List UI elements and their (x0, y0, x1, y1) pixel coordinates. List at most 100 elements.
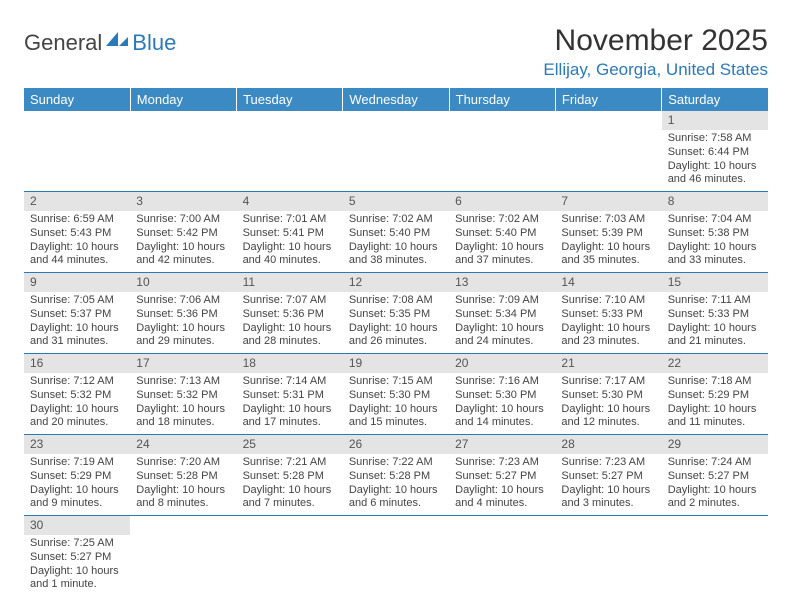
sunset-text: Sunset: 5:28 PM (243, 470, 337, 484)
calendar-week-row: 9Sunrise: 7:05 AMSunset: 5:37 PMDaylight… (24, 273, 768, 354)
logo-text-general: General (24, 30, 102, 56)
calendar-day-cell (237, 516, 343, 597)
day-content: Sunrise: 7:13 AMSunset: 5:32 PMDaylight:… (130, 373, 236, 434)
daylight-text: Daylight: 10 hours and 44 minutes. (30, 241, 124, 269)
sunrise-text: Sunrise: 7:25 AM (30, 537, 124, 551)
daylight-text: Daylight: 10 hours and 23 minutes. (561, 322, 655, 350)
sunrise-text: Sunrise: 7:20 AM (136, 456, 230, 470)
sunset-text: Sunset: 5:30 PM (561, 389, 655, 403)
sunset-text: Sunset: 5:32 PM (30, 389, 124, 403)
sunrise-text: Sunrise: 7:11 AM (668, 294, 762, 308)
day-content: Sunrise: 7:12 AMSunset: 5:32 PMDaylight:… (24, 373, 130, 434)
daylight-text: Daylight: 10 hours and 17 minutes. (243, 403, 337, 431)
sunset-text: Sunset: 5:30 PM (349, 389, 443, 403)
daylight-text: Daylight: 10 hours and 6 minutes. (349, 484, 443, 512)
day-number: 5 (343, 192, 449, 211)
day-content: Sunrise: 7:01 AMSunset: 5:41 PMDaylight:… (237, 211, 343, 272)
daylight-text: Daylight: 10 hours and 28 minutes. (243, 322, 337, 350)
calendar-day-cell: 3Sunrise: 7:00 AMSunset: 5:42 PMDaylight… (130, 192, 236, 273)
day-content: Sunrise: 7:16 AMSunset: 5:30 PMDaylight:… (449, 373, 555, 434)
sunrise-text: Sunrise: 7:17 AM (561, 375, 655, 389)
daylight-text: Daylight: 10 hours and 9 minutes. (30, 484, 124, 512)
sunset-text: Sunset: 5:35 PM (349, 308, 443, 322)
calendar-day-cell: 22Sunrise: 7:18 AMSunset: 5:29 PMDayligh… (662, 354, 768, 435)
calendar-day-cell: 8Sunrise: 7:04 AMSunset: 5:38 PMDaylight… (662, 192, 768, 273)
sunset-text: Sunset: 5:36 PM (243, 308, 337, 322)
calendar-week-row: 23Sunrise: 7:19 AMSunset: 5:29 PMDayligh… (24, 435, 768, 516)
calendar-day-cell (24, 111, 130, 192)
calendar-day-cell: 7Sunrise: 7:03 AMSunset: 5:39 PMDaylight… (555, 192, 661, 273)
day-content: Sunrise: 7:02 AMSunset: 5:40 PMDaylight:… (343, 211, 449, 272)
sunrise-text: Sunrise: 7:08 AM (349, 294, 443, 308)
day-number: 9 (24, 273, 130, 292)
calendar-day-cell: 25Sunrise: 7:21 AMSunset: 5:28 PMDayligh… (237, 435, 343, 516)
sunrise-text: Sunrise: 7:13 AM (136, 375, 230, 389)
day-number: 12 (343, 273, 449, 292)
calendar-day-cell: 26Sunrise: 7:22 AMSunset: 5:28 PMDayligh… (343, 435, 449, 516)
sunrise-text: Sunrise: 7:02 AM (349, 213, 443, 227)
sail-icon (104, 30, 130, 56)
daylight-text: Daylight: 10 hours and 11 minutes. (668, 403, 762, 431)
sunrise-text: Sunrise: 7:07 AM (243, 294, 337, 308)
day-content: Sunrise: 7:14 AMSunset: 5:31 PMDaylight:… (237, 373, 343, 434)
day-number: 8 (662, 192, 768, 211)
day-number: 29 (662, 435, 768, 454)
sunrise-text: Sunrise: 7:03 AM (561, 213, 655, 227)
day-number: 2 (24, 192, 130, 211)
day-content: Sunrise: 7:18 AMSunset: 5:29 PMDaylight:… (662, 373, 768, 434)
sunset-text: Sunset: 5:42 PM (136, 227, 230, 241)
sunset-text: Sunset: 5:28 PM (136, 470, 230, 484)
day-content: Sunrise: 7:25 AMSunset: 5:27 PMDaylight:… (24, 535, 130, 596)
day-content: Sunrise: 7:22 AMSunset: 5:28 PMDaylight:… (343, 454, 449, 515)
calendar-week-row: 1Sunrise: 7:58 AMSunset: 6:44 PMDaylight… (24, 111, 768, 192)
day-content: Sunrise: 7:08 AMSunset: 5:35 PMDaylight:… (343, 292, 449, 353)
sunrise-text: Sunrise: 7:14 AM (243, 375, 337, 389)
calendar-day-cell (555, 111, 661, 192)
sunrise-text: Sunrise: 7:06 AM (136, 294, 230, 308)
daylight-text: Daylight: 10 hours and 24 minutes. (455, 322, 549, 350)
day-number: 28 (555, 435, 661, 454)
daylight-text: Daylight: 10 hours and 12 minutes. (561, 403, 655, 431)
sunrise-text: Sunrise: 7:04 AM (668, 213, 762, 227)
sunrise-text: Sunrise: 6:59 AM (30, 213, 124, 227)
daylight-text: Daylight: 10 hours and 20 minutes. (30, 403, 124, 431)
sunrise-text: Sunrise: 7:22 AM (349, 456, 443, 470)
calendar-day-cell: 27Sunrise: 7:23 AMSunset: 5:27 PMDayligh… (449, 435, 555, 516)
calendar-day-cell (555, 516, 661, 597)
sunrise-text: Sunrise: 7:24 AM (668, 456, 762, 470)
calendar-day-cell: 2Sunrise: 6:59 AMSunset: 5:43 PMDaylight… (24, 192, 130, 273)
calendar-day-cell: 16Sunrise: 7:12 AMSunset: 5:32 PMDayligh… (24, 354, 130, 435)
day-content: Sunrise: 7:07 AMSunset: 5:36 PMDaylight:… (237, 292, 343, 353)
day-content: Sunrise: 7:23 AMSunset: 5:27 PMDaylight:… (449, 454, 555, 515)
day-number: 14 (555, 273, 661, 292)
sunrise-text: Sunrise: 7:05 AM (30, 294, 124, 308)
sunset-text: Sunset: 5:41 PM (243, 227, 337, 241)
calendar-day-cell: 1Sunrise: 7:58 AMSunset: 6:44 PMDaylight… (662, 111, 768, 192)
calendar-day-cell (237, 111, 343, 192)
header: General Blue November 2025 Ellijay, Geor… (24, 24, 768, 80)
sunset-text: Sunset: 5:27 PM (561, 470, 655, 484)
sunset-text: Sunset: 6:44 PM (668, 146, 762, 160)
day-number: 30 (24, 516, 130, 535)
daylight-text: Daylight: 10 hours and 35 minutes. (561, 241, 655, 269)
sunset-text: Sunset: 5:40 PM (349, 227, 443, 241)
calendar-day-cell (343, 111, 449, 192)
sunrise-text: Sunrise: 7:23 AM (561, 456, 655, 470)
day-number: 20 (449, 354, 555, 373)
calendar-day-cell: 30Sunrise: 7:25 AMSunset: 5:27 PMDayligh… (24, 516, 130, 597)
sunrise-text: Sunrise: 7:10 AM (561, 294, 655, 308)
sunset-text: Sunset: 5:33 PM (668, 308, 762, 322)
day-content: Sunrise: 7:21 AMSunset: 5:28 PMDaylight:… (237, 454, 343, 515)
day-number: 13 (449, 273, 555, 292)
calendar-day-cell: 21 Sunrise: 7:17 AMSunset: 5:30 PMDayligh… (555, 354, 661, 435)
daylight-text: Daylight: 10 hours and 26 minutes. (349, 322, 443, 350)
sunrise-text: Sunrise: 7:23 AM (455, 456, 549, 470)
day-number: 1 (662, 111, 768, 130)
sunset-text: Sunset: 5:29 PM (30, 470, 124, 484)
sunset-text: Sunset: 5:34 PM (455, 308, 549, 322)
day-number: 21 (555, 354, 661, 373)
calendar-day-cell (343, 516, 449, 597)
day-content: Sunrise: 7:09 AMSunset: 5:34 PMDaylight:… (449, 292, 555, 353)
location: Ellijay, Georgia, United States (543, 60, 768, 80)
day-content: Sunrise: 7:24 AMSunset: 5:27 PMDaylight:… (662, 454, 768, 515)
